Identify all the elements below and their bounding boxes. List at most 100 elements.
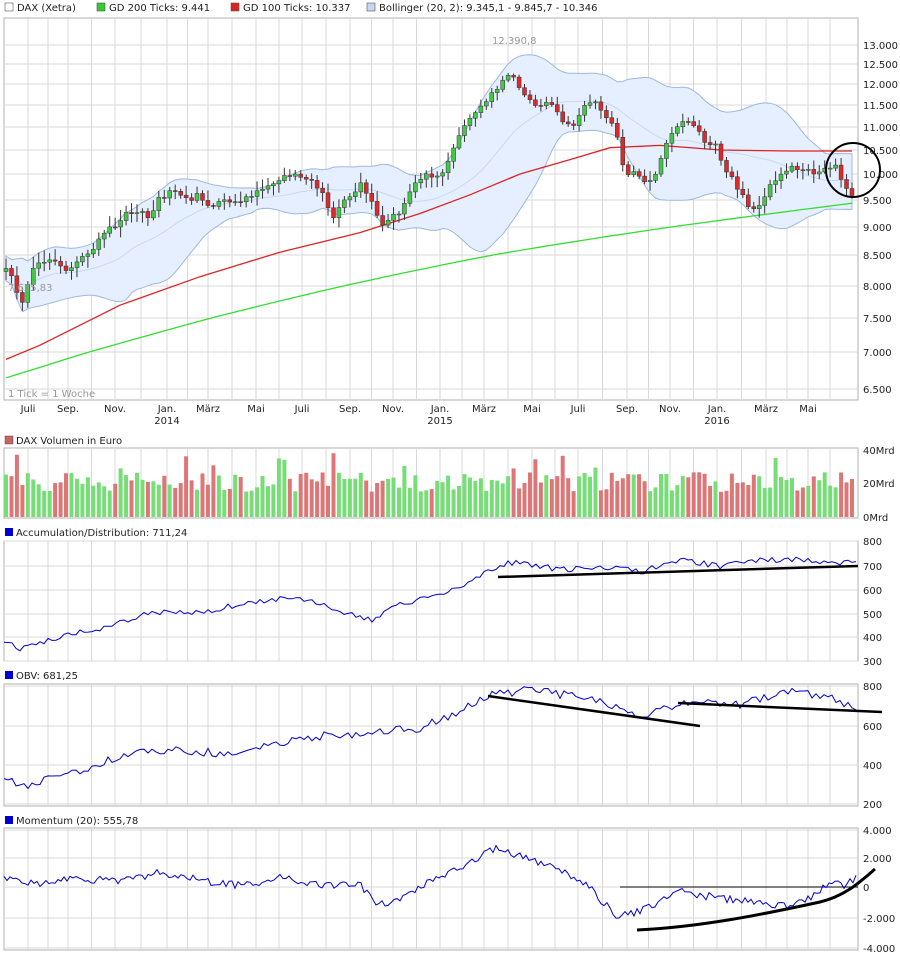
- candle-body: [391, 213, 396, 221]
- candle-body: [85, 253, 91, 257]
- volume-bar: [528, 472, 532, 517]
- volume-bar: [675, 485, 680, 517]
- candle-body: [162, 197, 167, 199]
- candle-body: [549, 102, 555, 105]
- candle-body: [653, 173, 658, 181]
- candle-body: [806, 169, 811, 171]
- ad-plot-frame: [3, 540, 859, 662]
- volume-bar: [440, 482, 445, 517]
- candle-body: [424, 173, 429, 180]
- legend-swatch: [96, 2, 106, 12]
- volume-bar: [517, 488, 522, 517]
- x-tick-label: Sep.: [616, 404, 638, 415]
- candle-body: [325, 192, 331, 209]
- highlight-circle: [825, 142, 881, 198]
- volume-bar: [604, 489, 609, 517]
- candle-body: [484, 101, 489, 107]
- candle-body: [303, 177, 309, 180]
- volume-bar: [833, 487, 838, 517]
- volume-bar: [255, 487, 260, 517]
- candle-body: [347, 196, 353, 201]
- volume-bar: [768, 487, 773, 517]
- volume-bar: [500, 483, 505, 517]
- volume-bar: [593, 467, 598, 517]
- candle-body: [31, 267, 36, 285]
- volume-bar: [615, 480, 620, 517]
- volume-bar: [298, 473, 303, 517]
- legend-swatch: [230, 2, 240, 12]
- candle-body: [418, 178, 424, 184]
- volume-bar: [64, 473, 68, 517]
- main-x-axis: Juli Sep. Nov. Jan. März Mai Juli Sep. Nov. Jan. M…: [20, 404, 817, 415]
- volume-bar: [784, 480, 789, 517]
- volume-bar: [506, 476, 511, 517]
- candle-body: [123, 212, 129, 221]
- candle-body: [445, 160, 451, 174]
- momentum-plot-frame: [3, 827, 859, 951]
- candle-body: [265, 185, 271, 190]
- y-tick-label: 6.500: [863, 385, 892, 396]
- candle-body: [276, 180, 282, 185]
- volume-bar: [282, 459, 287, 517]
- y-tick-label: 0: [863, 883, 869, 894]
- volume-bar: [276, 458, 281, 517]
- volume-bar: [195, 489, 199, 517]
- candle-body: [320, 187, 325, 194]
- legend-label: Bollinger (20, 2): 9.345,1 - 9.845,7 - 1…: [379, 3, 598, 14]
- volume-bar: [795, 490, 800, 517]
- candle-body: [58, 260, 63, 267]
- candle-body: [342, 199, 347, 208]
- candle-body: [784, 170, 789, 175]
- y-tick-label: 400: [863, 761, 882, 772]
- x-tick-label: Sep.: [339, 404, 361, 415]
- volume-bar: [238, 477, 243, 517]
- y-tick-label: 500: [863, 610, 882, 621]
- volume-bar: [762, 487, 767, 517]
- volume-bar: [637, 474, 642, 517]
- candle-body: [69, 267, 74, 271]
- volume-bar: [58, 482, 63, 517]
- volume-bar: [222, 489, 227, 517]
- x-tick-label: Juli: [294, 404, 310, 415]
- candle-body: [413, 182, 418, 193]
- volume-bar: [806, 485, 811, 517]
- volume-bar: [91, 485, 96, 517]
- candle-body: [565, 121, 571, 125]
- candle-body: [96, 238, 102, 250]
- volume-legend-label: DAX Volumen in Euro: [16, 436, 122, 447]
- candle-body: [789, 165, 795, 172]
- volume-bar: [478, 478, 483, 517]
- volume-bar: [4, 474, 8, 517]
- volume-bar: [462, 474, 467, 517]
- candle-body: [756, 205, 762, 209]
- volume-bar: [315, 481, 320, 517]
- obv-plot-frame: [3, 683, 859, 807]
- volume-bar: [626, 474, 631, 517]
- volume-bar: [326, 485, 330, 517]
- volume-bar: [620, 478, 625, 517]
- candle-body: [838, 164, 844, 180]
- volume-bar: [549, 479, 554, 517]
- volume-bar: [719, 491, 723, 517]
- volume-bar: [555, 476, 560, 517]
- volume-bar: [817, 480, 822, 517]
- candle-body: [811, 169, 817, 175]
- candle-body: [293, 173, 298, 177]
- candle-body: [336, 207, 342, 219]
- y-tick-label: 7.500: [863, 314, 892, 325]
- volume-bar: [14, 454, 19, 517]
- candle-body: [80, 256, 85, 263]
- y-tick-label: 8.500: [863, 251, 892, 262]
- candle-body: [249, 196, 254, 198]
- volume-bar: [560, 455, 565, 517]
- ad-legend-swatch: [5, 528, 13, 536]
- candle-body: [36, 262, 41, 269]
- candle-body: [374, 201, 380, 216]
- candle-body: [713, 143, 718, 146]
- candle-body: [675, 126, 680, 134]
- candle-body: [20, 292, 25, 303]
- x-tick-label: Juli: [20, 404, 36, 415]
- candle-body: [25, 284, 31, 303]
- candle-body: [172, 190, 178, 192]
